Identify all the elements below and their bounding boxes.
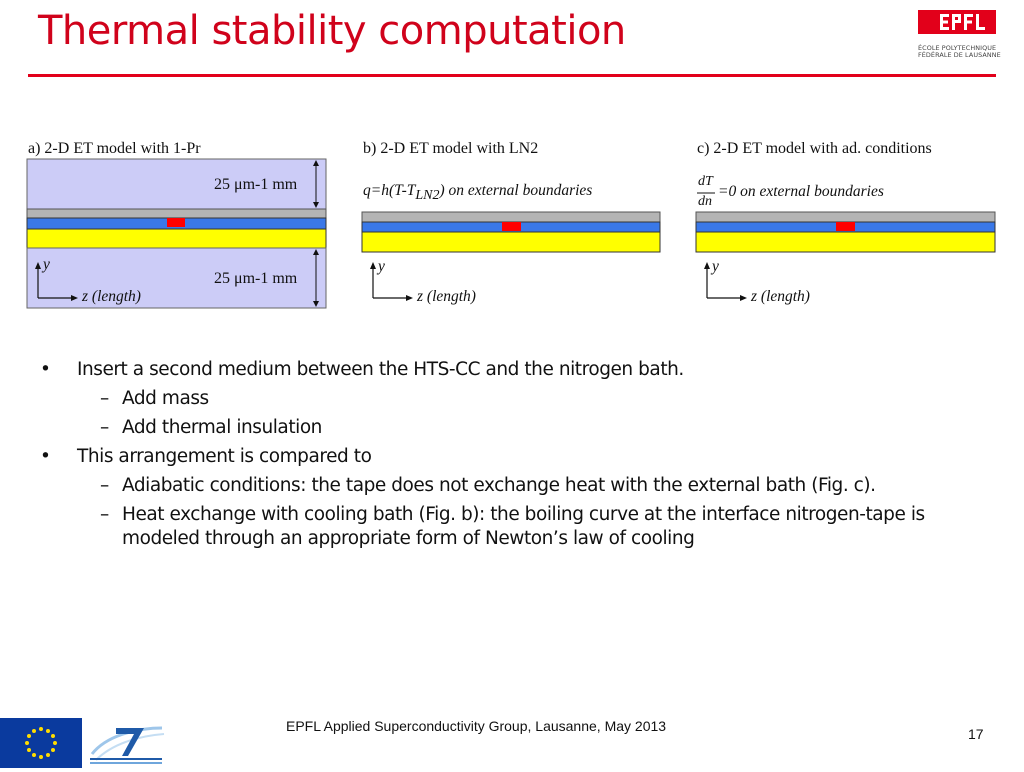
page-number: 17 xyxy=(968,726,984,742)
sub-bullet-item: – Add thermal insulation xyxy=(38,416,978,440)
y-axis-arrowhead xyxy=(370,262,376,269)
z-axis-label: z (length) xyxy=(751,288,810,305)
silver-layer xyxy=(695,211,996,223)
y-axis-arrowhead xyxy=(35,262,41,269)
y-axis-label: y xyxy=(43,256,50,273)
fp7-logo-graphic xyxy=(90,726,165,764)
title-divider xyxy=(28,74,996,77)
y-axis-label: y xyxy=(712,258,719,275)
figure-a-caption: a) 2-D ET model with 1-Pr xyxy=(28,140,201,157)
sub-bullet-item: – Heat exchange with cooling bath (Fig. b… xyxy=(38,503,978,551)
bullet-text: This arrangement is compared to xyxy=(77,446,372,467)
boundary-condition-c: =0 on external boundaries xyxy=(718,183,884,200)
z-axis-label: z (length) xyxy=(417,288,476,305)
boundary-b-sub: LN2 xyxy=(415,188,440,204)
epfl-logo: ÉCOLE POLYTECHNIQUE FÉDÉRALE DE LAUSANNE xyxy=(918,10,1001,59)
z-axis-label: z (length) xyxy=(82,288,141,305)
z-axis-arrowhead xyxy=(740,295,747,301)
medium-top xyxy=(26,158,327,210)
dimension-arrowhead xyxy=(313,202,319,208)
boundary-b-post: ) on external boundaries xyxy=(439,182,593,199)
dash-marker: – xyxy=(100,388,109,409)
bullet-item: • This arrangement is compared to xyxy=(38,445,978,469)
yellow-layer xyxy=(695,231,996,253)
logo-text-line1: ÉCOLE POLYTECHNIQUE xyxy=(918,44,997,52)
yellow-layer xyxy=(361,231,661,253)
dash-marker: – xyxy=(100,504,109,525)
hts-layer xyxy=(502,222,521,231)
dash-marker: – xyxy=(100,417,109,438)
epfl-logo-mark xyxy=(918,10,996,34)
figure-b-diagram xyxy=(361,211,661,301)
figure-a-diagram xyxy=(26,158,327,309)
logo-text-line2: FÉDÉRALE DE LAUSANNE xyxy=(918,51,1001,59)
bullet-item: • Insert a second medium between the HTS-… xyxy=(38,358,978,382)
yellow-layer xyxy=(26,228,327,249)
fraction-numerator: dT xyxy=(698,174,713,189)
boundary-condition-b: q=h(T-TLN2) on external boundaries xyxy=(363,182,592,204)
bullet-marker: • xyxy=(40,446,51,467)
eu-flag-stars xyxy=(25,727,57,759)
silver-layer xyxy=(26,208,327,219)
bullet-marker: • xyxy=(40,359,51,380)
dimension-arrowhead xyxy=(313,249,319,255)
fraction-denominator: dn xyxy=(698,194,712,209)
z-axis-arrowhead xyxy=(406,295,413,301)
sub-bullet-text: Add thermal insulation xyxy=(122,417,322,438)
figure-c-diagram xyxy=(695,192,996,301)
figure-c-caption: c) 2-D ET model with ad. conditions xyxy=(697,140,932,157)
eu-flag-icon xyxy=(0,718,82,768)
hts-layer xyxy=(836,222,855,231)
dimension-arrowhead xyxy=(313,160,319,166)
sub-bullet-text: Heat exchange with cooling bath (Fig. b)… xyxy=(122,504,925,549)
boundary-b-pre: q=h(T-T xyxy=(363,182,416,199)
hts-layer xyxy=(167,218,185,227)
sub-bullet-text: Add mass xyxy=(122,388,209,409)
dash-marker: – xyxy=(100,475,109,496)
thickness-label-top: 25 μm-1 mm xyxy=(214,176,298,193)
y-axis-arrowhead xyxy=(704,262,710,269)
dimension-arrowhead xyxy=(313,301,319,307)
figure-b-caption: b) 2-D ET model with LN2 xyxy=(363,140,539,157)
bullet-list: • Insert a second medium between the HTS-… xyxy=(38,358,978,556)
sub-bullet-item: – Adiabatic conditions: the tape does not… xyxy=(38,474,978,498)
silver-layer xyxy=(361,211,661,223)
sub-bullet-item: – Add mass xyxy=(38,387,978,411)
footer-text: EPFL Applied Superconductivity Group, La… xyxy=(286,718,667,734)
bullet-text: Insert a second medium between the HTS-C… xyxy=(77,359,684,380)
medium-bottom xyxy=(26,247,327,309)
y-axis-label: y xyxy=(378,258,385,275)
page-title: Thermal stability computation xyxy=(38,8,626,54)
sub-bullet-text: Adiabatic conditions: the tape does not … xyxy=(122,475,876,496)
fp7-logo-icon xyxy=(86,722,166,768)
thickness-label-bottom: 25 μm-1 mm xyxy=(214,270,298,287)
z-axis-arrowhead xyxy=(71,295,78,301)
